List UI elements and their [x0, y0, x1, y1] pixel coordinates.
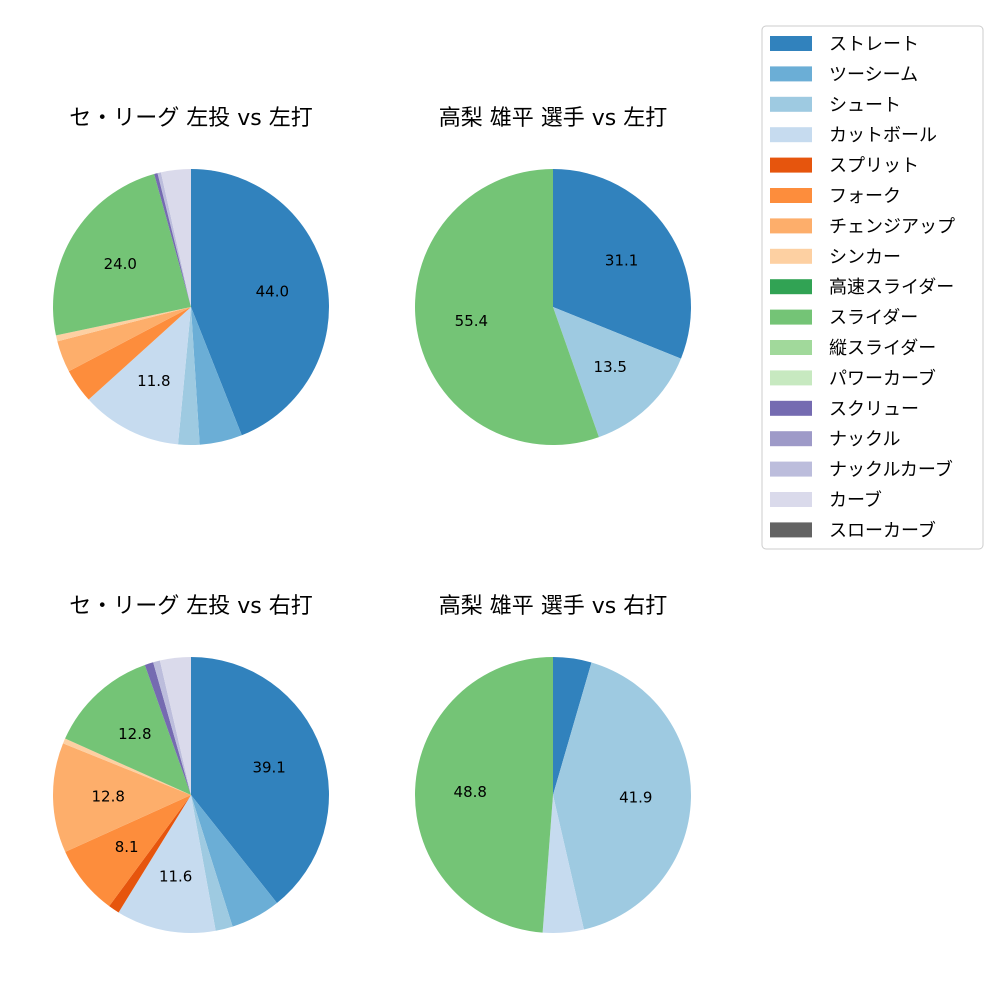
- pie-slice: [109, 795, 191, 913]
- pie-slice: [415, 169, 599, 445]
- pie-slice: [553, 662, 691, 930]
- pie-slice: [159, 657, 191, 795]
- slice-value-label: 11.8: [137, 372, 170, 390]
- pie-slice: [63, 738, 191, 795]
- slice-value-label: 44.0: [256, 282, 289, 300]
- legend-label: ナックル: [829, 429, 900, 450]
- pie-chart-3: 41.9 48.8: [414, 657, 691, 934]
- legend-label: スプリット: [829, 156, 919, 177]
- pie-slice: [414, 657, 553, 933]
- pie-slice: [65, 795, 191, 907]
- legend-swatch: [770, 248, 812, 264]
- legend-label: 縦スライダー: [829, 338, 936, 359]
- legend-label: カーブ: [829, 489, 882, 511]
- pie-slice: [144, 662, 191, 795]
- legend-swatch: [770, 340, 812, 355]
- legend-swatch: [770, 66, 812, 82]
- slice-value-label: 55.4: [455, 312, 488, 330]
- legend-swatch: [770, 309, 812, 325]
- pie-slice: [178, 307, 200, 446]
- pie-slice: [157, 172, 191, 307]
- legend-swatch: [770, 461, 812, 477]
- legend-label: シュート: [829, 95, 901, 116]
- legend-label: ナックルカーブ: [829, 459, 953, 481]
- pie-slice: [160, 169, 191, 307]
- pie-charts: 44.0 11.8 24.0 31.1 13.5 55.4 39.1 11.6 8.1 12.8 1…: [52, 169, 691, 934]
- legend-label: チェンジアップ: [829, 216, 955, 237]
- slice-value-label: 12.8: [92, 788, 125, 806]
- legend-swatch: [770, 522, 812, 538]
- slice-value-label: 13.5: [594, 358, 627, 376]
- legend-swatch: [770, 370, 812, 386]
- pie-slice: [191, 657, 329, 903]
- pie-slice: [553, 657, 592, 795]
- pie-slice: [53, 743, 191, 852]
- pie-slice: [191, 307, 242, 445]
- pie-chart-1: 31.1 13.5 55.4: [415, 169, 691, 445]
- slice-value-label: 31.1: [605, 252, 638, 270]
- legend-swatch: [770, 157, 812, 173]
- chart-title-2: セ・リーグ 左投 vs 右打: [69, 594, 312, 619]
- legend-swatch: [770, 492, 812, 507]
- legend-frame: [761, 25, 984, 550]
- slice-value-label: 8.1: [115, 838, 139, 856]
- pie-slice: [553, 169, 691, 359]
- chart-title-3: 高梨 雄平 選手 vs 右打: [439, 594, 667, 619]
- pie-chart-2: 39.1 11.6 8.1 12.8 12.8: [53, 657, 329, 934]
- pie-slice: [68, 307, 191, 400]
- legend-swatch: [770, 400, 812, 416]
- legend-swatch: [770, 36, 812, 51]
- pie-slice: [153, 660, 191, 795]
- pie-slice: [553, 307, 681, 438]
- legend-swatch: [770, 96, 812, 112]
- slice-value-label: 39.1: [252, 759, 285, 777]
- pie-slice: [191, 795, 277, 927]
- legend-label: スライダー: [829, 308, 918, 329]
- chart-title-1: 高梨 雄平 選手 vs 左打: [439, 106, 667, 131]
- legend: ストレートツーシームシュートカットボールスプリットフォークチェンジアップシンカー…: [761, 25, 984, 550]
- pie-slice: [191, 169, 330, 436]
- pie-slice: [55, 307, 191, 342]
- slice-value-label: 11.6: [159, 867, 192, 885]
- slice-value-label: 48.8: [454, 783, 487, 801]
- pie-slice: [191, 795, 233, 931]
- slice-value-label: 24.0: [104, 255, 137, 273]
- chart-title-0: セ・リーグ 左投 vs 左打: [69, 106, 312, 131]
- slice-value-label: 12.8: [118, 725, 151, 743]
- pie-slice: [65, 664, 191, 795]
- legend-swatch: [770, 431, 812, 447]
- legend-label: ツーシーム: [829, 64, 918, 85]
- pie-slice: [118, 795, 216, 934]
- legend-label: 高速スライダー: [829, 277, 954, 298]
- legend-label: カットボール: [829, 125, 937, 146]
- legend-swatch: [770, 218, 812, 234]
- legend-label: シンカー: [829, 247, 901, 268]
- pie-slice: [52, 174, 191, 336]
- pie-slice: [88, 307, 191, 445]
- slice-value-label: 41.9: [619, 788, 652, 806]
- legend-label: フォーク: [829, 186, 901, 207]
- pie-slice: [57, 307, 191, 372]
- legend-label: スクリュー: [829, 399, 919, 420]
- legend-label: スローカーブ: [829, 519, 936, 541]
- legend-swatch: [770, 188, 812, 203]
- legend-label: ストレート: [829, 34, 919, 55]
- legend-swatch: [770, 127, 812, 143]
- pie-slice: [542, 795, 584, 934]
- legend-swatch: [770, 279, 812, 295]
- legend-label: パワーカーブ: [829, 367, 936, 389]
- pie-slice: [154, 173, 191, 307]
- pie-chart-0: 44.0 11.8 24.0: [52, 169, 330, 446]
